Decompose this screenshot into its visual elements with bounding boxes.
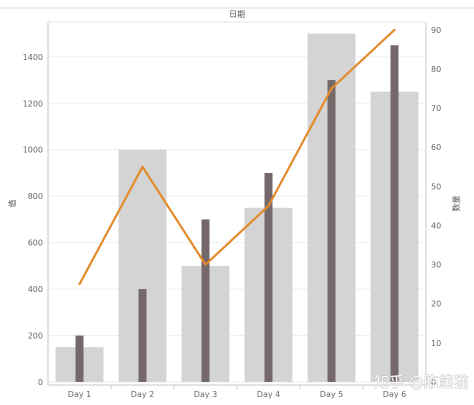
y-right-tick-label: 30	[431, 261, 441, 270]
y-right-tick-label: 0	[431, 378, 436, 387]
narrow-bar	[327, 80, 336, 382]
y-right-tick-label: 10	[431, 339, 441, 348]
y-right-tick-label: 40	[431, 221, 441, 230]
y-right-tick-label: 90	[431, 26, 441, 35]
narrow-bar	[138, 289, 147, 382]
y-axis-right-label: 数量	[451, 196, 461, 212]
y-left-tick-label: 0	[38, 378, 43, 387]
y-left-tick-label: 1000	[23, 146, 43, 155]
y-left-tick-label: 400	[28, 285, 43, 294]
y-right-tick-label: 20	[431, 300, 441, 309]
narrow-bar	[264, 172, 273, 382]
series-line	[78, 28, 396, 286]
x-tick-label: Day 5	[320, 390, 343, 399]
x-tick-label: Day 4	[257, 390, 280, 399]
line-series	[78, 28, 396, 286]
watermark: 知乎 @陈熊猫	[374, 373, 469, 391]
y-left-tick-label: 1400	[23, 53, 43, 62]
y-right-tick-label: 60	[431, 143, 441, 152]
x-tick-label: Day 1	[68, 390, 91, 399]
wide-bars	[55, 33, 419, 382]
y-left-tick-label: 200	[28, 332, 43, 341]
y-left-tick-label: 600	[28, 239, 43, 248]
y-left-tick-label: 1200	[23, 99, 43, 108]
x-tick-label: Day 3	[194, 390, 217, 399]
axes: 0 200 400 600 800 1000 1200 1400 0 10 20 30 40 50 60 70…	[0, 7, 474, 399]
y-right-tick-label: 70	[431, 104, 441, 113]
narrow-bar	[390, 45, 399, 383]
narrow-bars	[75, 45, 399, 383]
x-tick-label: Day 2	[131, 390, 154, 399]
y-left-tick-label: 800	[28, 192, 43, 201]
chart-title: 日期	[229, 10, 245, 19]
y-right-tick-label: 80	[431, 65, 441, 74]
narrow-bar	[75, 335, 84, 382]
gridlines	[48, 56, 426, 383]
narrow-bar	[201, 219, 210, 382]
y-axis-left-label: 值	[7, 200, 17, 208]
y-right-tick-label: 50	[431, 182, 441, 191]
x-tick-label: Day 6	[383, 390, 406, 399]
